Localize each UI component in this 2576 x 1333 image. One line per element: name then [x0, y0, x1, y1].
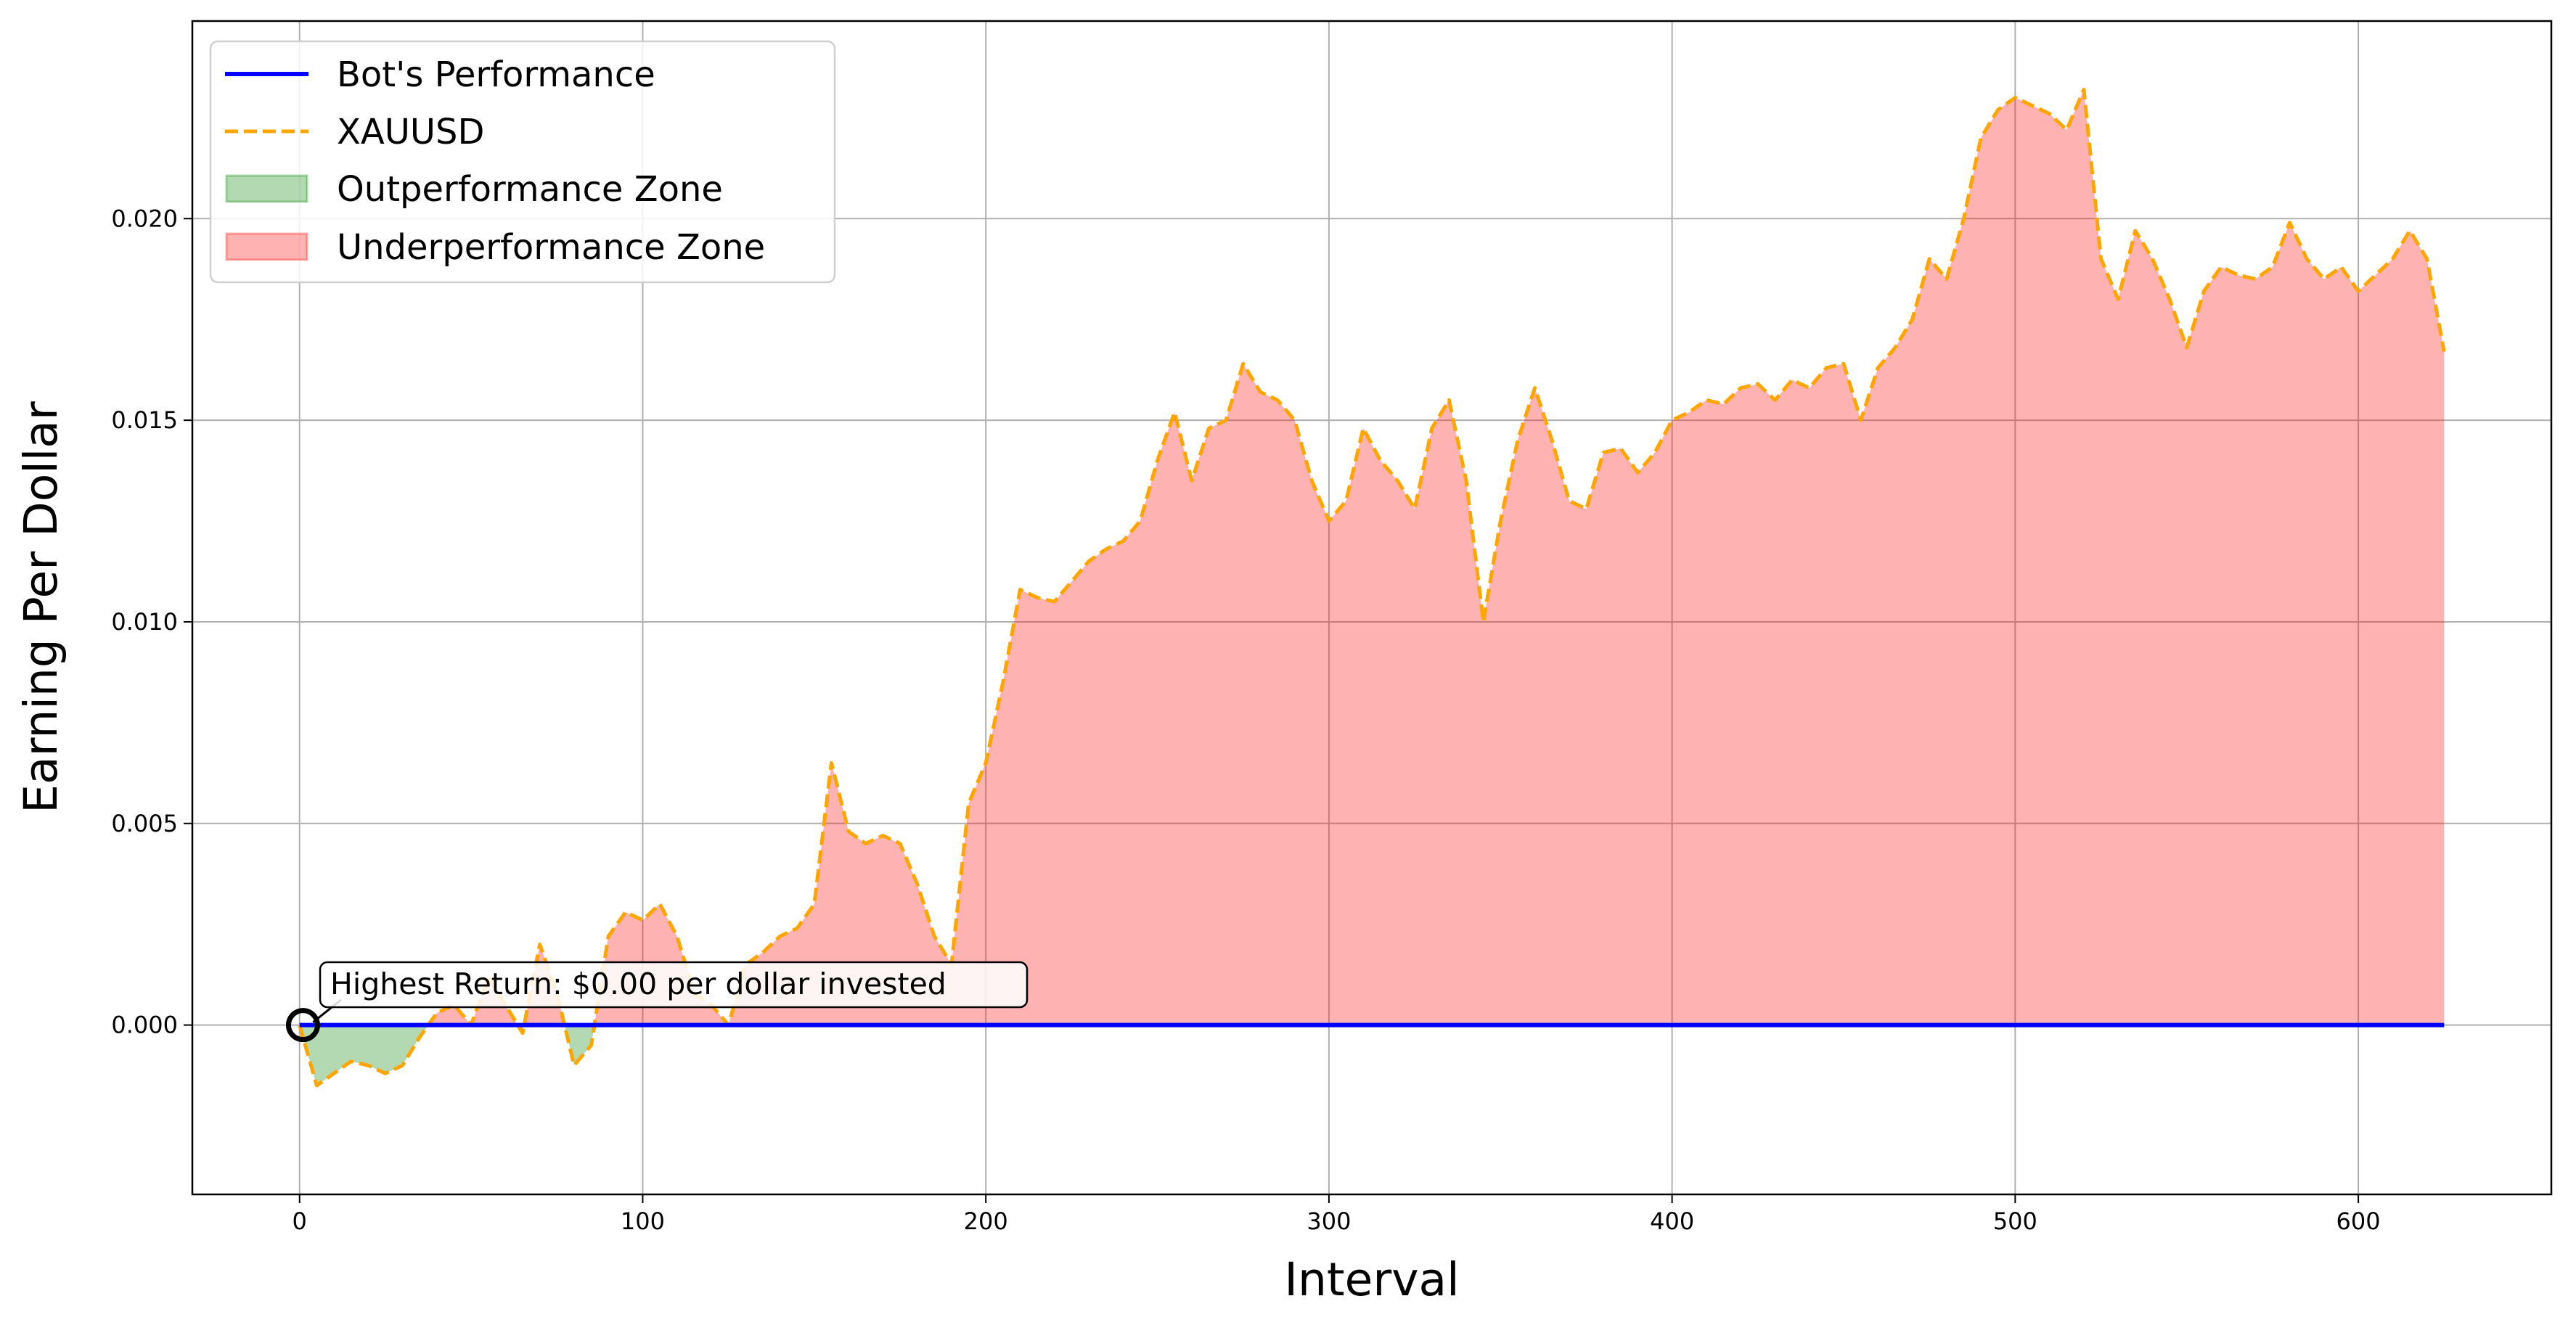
y-axis-label: Earning Per Dollar: [15, 401, 68, 813]
legend-label: Underperformance Zone: [337, 227, 765, 268]
x-tick-label: 200: [964, 1207, 1008, 1235]
x-tick-label: 500: [1993, 1207, 2037, 1235]
legend-label: Bot's Performance: [337, 54, 655, 95]
plot-frame: [191, 20, 2553, 1196]
legend-label: XAUUSD: [337, 112, 484, 152]
x-tick-label: 100: [621, 1207, 665, 1235]
legend-label: Outperformance Zone: [337, 169, 723, 210]
highlight-marker: [285, 1008, 320, 1043]
x-tick-label: 0: [293, 1207, 307, 1235]
x-tick-label: 600: [2336, 1207, 2381, 1235]
y-tick-label: 0.000: [111, 1012, 178, 1039]
annotation-box: [319, 961, 1029, 1009]
annotation-text: Highest Return: $0.00 per dollar investe…: [330, 967, 946, 1001]
series-line: [298, 87, 2446, 1088]
y-tick-label: 0.015: [111, 406, 178, 434]
x-tick-label: 300: [1307, 1207, 1351, 1235]
x-axis-label: Interval: [1284, 1253, 1459, 1306]
legend-box: [209, 40, 836, 284]
underperformance-zone: [299, 89, 2445, 1025]
y-tick-label: 0.020: [111, 205, 178, 232]
x-tick-label: 400: [1650, 1207, 1694, 1235]
y-tick-label: 0.005: [111, 810, 178, 837]
legend-patch: [225, 232, 308, 261]
legend-patch: [225, 174, 308, 203]
y-tick-label: 0.010: [111, 608, 178, 636]
